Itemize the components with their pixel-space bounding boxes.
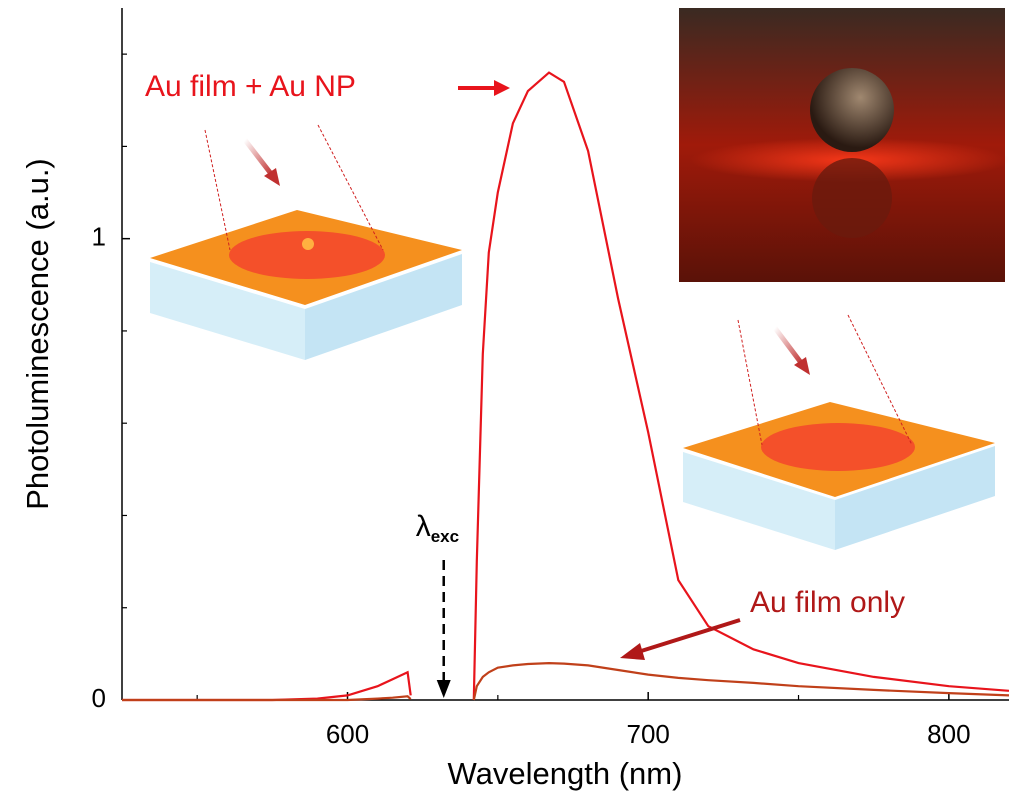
legend-label: Au film only	[750, 586, 905, 619]
annotation-arrow	[638, 620, 740, 652]
excitation-symbol: λ	[416, 510, 431, 543]
x-axis-label: Wavelength (nm)	[448, 756, 683, 791]
inset-photo	[679, 8, 1009, 282]
x-tick-label: 800	[927, 719, 970, 749]
series-line	[122, 663, 1009, 700]
excitation-subscript: exc	[431, 527, 459, 546]
y-tick-label: 1	[92, 222, 106, 252]
legend-label: Au film + Au NP	[145, 70, 356, 103]
excitation-arrowhead	[437, 680, 451, 698]
annotation-arrowhead	[620, 643, 645, 660]
x-tick-label: 600	[326, 719, 369, 749]
y-axis-label: Photoluminescence (a.u.)	[20, 158, 55, 510]
x-tick-label: 700	[626, 719, 669, 749]
y-tick-label: 0	[92, 683, 106, 713]
excitation-label: λexc	[416, 510, 459, 547]
annotation-arrowhead	[494, 80, 510, 96]
illustration-np	[150, 125, 462, 360]
illustration-film	[683, 315, 995, 550]
chart: 600 700 800 0 1 Wavelength (nm) Photoluminesce…	[0, 0, 1009, 806]
